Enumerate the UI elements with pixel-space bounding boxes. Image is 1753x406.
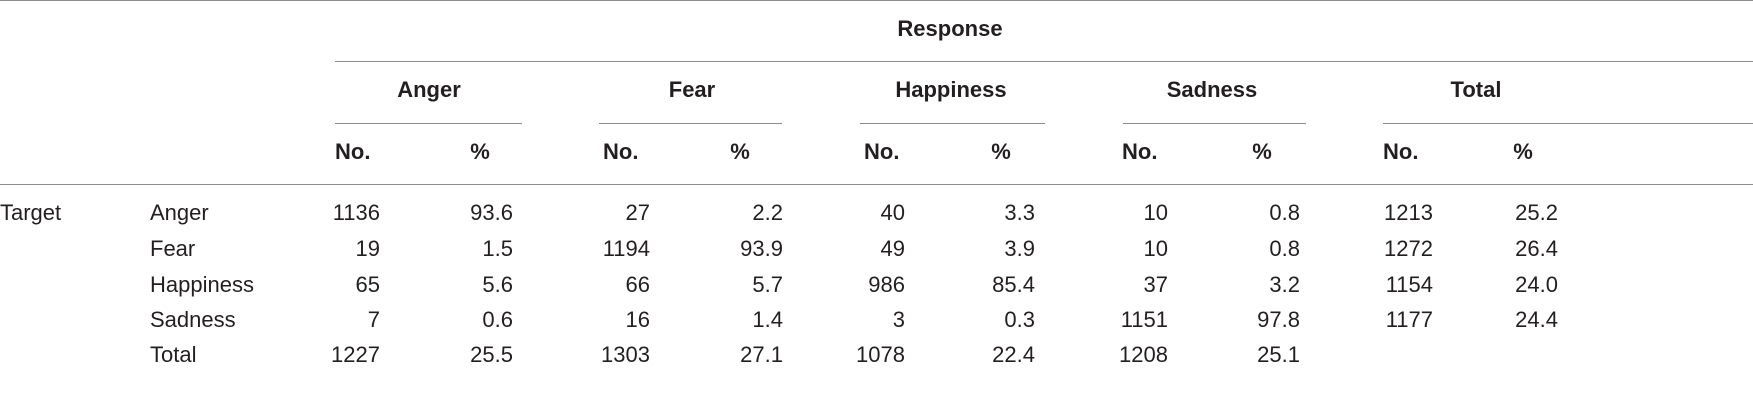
cell-anger-9: 25.2 — [1515, 200, 1558, 225]
cell-fear-7: 0.8 — [1269, 236, 1300, 261]
cell-sadness-5: 0.3 — [1004, 307, 1035, 332]
cell-total-3: 27.1 — [740, 342, 783, 367]
cell-sadness-8: 1177 — [1385, 307, 1433, 332]
response-header: Response — [897, 16, 1003, 41]
cell-total-0: 1227 — [331, 342, 380, 367]
row-label-happiness: Happiness — [150, 272, 254, 297]
group-rule-sadness — [1123, 123, 1306, 124]
row-label-total: Total — [150, 342, 197, 367]
cell-fear-3: 93.9 — [740, 236, 783, 261]
cell-happiness-0: 65 — [355, 272, 380, 297]
group-rule-total — [1383, 123, 1753, 124]
cell-anger-2: 27 — [625, 200, 650, 225]
cell-anger-7: 0.8 — [1269, 200, 1300, 225]
no-header-fear: No. — [603, 139, 639, 164]
cell-sadness-0: 7 — [367, 307, 380, 332]
cell-total-6: 1208 — [1119, 342, 1168, 367]
cell-sadness-1: 0.6 — [482, 307, 513, 332]
top-rule — [0, 0, 1753, 1]
cell-fear-6: 10 — [1143, 236, 1168, 261]
cell-happiness-7: 3.2 — [1269, 272, 1300, 297]
cell-fear-5: 3.9 — [1004, 236, 1035, 261]
pct-header-happiness: % — [991, 139, 1011, 164]
row-label-sadness: Sadness — [150, 307, 236, 332]
cell-sadness-3: 1.4 — [752, 307, 783, 332]
cell-happiness-3: 5.7 — [752, 272, 783, 297]
cell-fear-2: 1194 — [602, 236, 650, 261]
cell-happiness-1: 5.6 — [482, 272, 513, 297]
no-header-sadness: No. — [1122, 139, 1158, 164]
cell-anger-6: 10 — [1143, 200, 1168, 225]
no-header-anger: No. — [335, 139, 371, 164]
group-header-happiness: Happiness — [895, 77, 1007, 102]
cell-happiness-9: 24.0 — [1515, 272, 1558, 297]
pct-header-total: % — [1513, 139, 1533, 164]
group-header-anger: Anger — [397, 77, 461, 102]
cell-fear-0: 19 — [355, 236, 380, 261]
cell-sadness-9: 24.4 — [1515, 307, 1558, 332]
cell-fear-8: 1272 — [1384, 236, 1433, 261]
cell-anger-8: 1213 — [1384, 200, 1433, 225]
cell-happiness-2: 66 — [625, 272, 650, 297]
cell-fear-1: 1.5 — [482, 236, 513, 261]
cell-fear-9: 26.4 — [1515, 236, 1558, 261]
cell-total-4: 1078 — [856, 342, 905, 367]
cell-sadness-6: 1151 — [1120, 307, 1168, 332]
cell-anger-4: 40 — [880, 200, 905, 225]
group-header-fear: Fear — [668, 77, 716, 102]
cell-anger-1: 93.6 — [470, 200, 513, 225]
cell-anger-3: 2.2 — [752, 200, 783, 225]
cell-sadness-7: 97.8 — [1257, 307, 1300, 332]
cell-total-2: 1303 — [601, 342, 650, 367]
group-header-sadness: Sadness — [1166, 77, 1258, 102]
row-label-anger: Anger — [150, 200, 209, 225]
cell-total-5: 22.4 — [992, 342, 1035, 367]
cell-anger-0: 1136 — [332, 200, 380, 225]
no-header-happiness: No. — [864, 139, 900, 164]
group-rule-anger — [335, 123, 522, 124]
group-header-total: Total — [1450, 77, 1502, 102]
cell-happiness-6: 37 — [1143, 272, 1168, 297]
cell-fear-4: 49 — [880, 236, 905, 261]
cell-happiness-4: 986 — [868, 272, 905, 297]
no-header-total: No. — [1383, 139, 1419, 164]
group-rule-fear — [599, 123, 782, 124]
cell-sadness-4: 3 — [892, 307, 905, 332]
cell-total-1: 25.5 — [470, 342, 513, 367]
response-rule — [335, 61, 1753, 62]
pct-header-sadness: % — [1252, 139, 1272, 164]
group-rule-happiness — [860, 123, 1045, 124]
cell-anger-5: 3.3 — [1004, 200, 1035, 225]
pct-header-fear: % — [730, 139, 750, 164]
target-label: Target — [0, 200, 62, 225]
cell-happiness-5: 85.4 — [992, 272, 1035, 297]
cell-happiness-8: 1154 — [1385, 272, 1433, 297]
pct-header-anger: % — [470, 139, 490, 164]
header-bottom-rule — [0, 184, 1753, 185]
row-label-fear: Fear — [150, 236, 196, 261]
cell-total-7: 25.1 — [1257, 342, 1300, 367]
cell-sadness-2: 16 — [625, 307, 650, 332]
